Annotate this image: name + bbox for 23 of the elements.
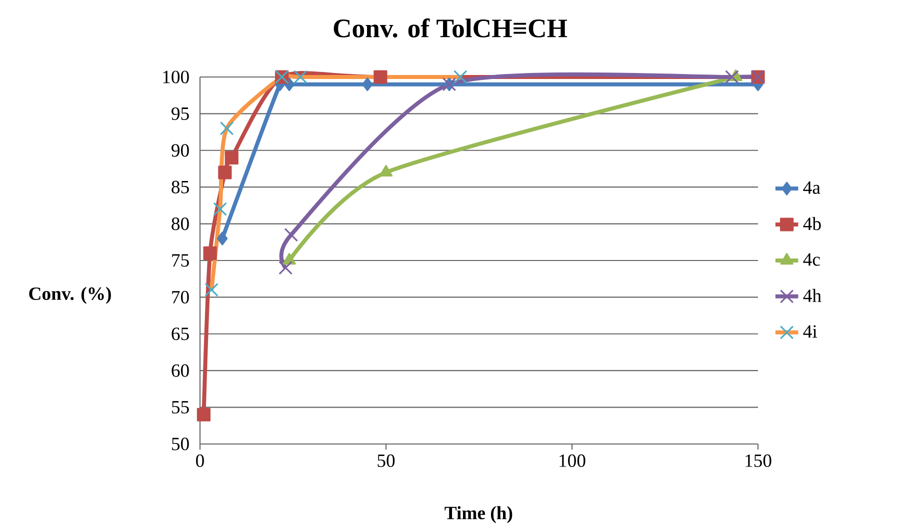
y-tick-label: 60: [172, 364, 189, 377]
y-tick-label: 50: [172, 438, 189, 450]
legend-label: 4a: [803, 181, 820, 194]
y-tick-label: 70: [172, 290, 189, 304]
x-tick-label: 100: [560, 454, 586, 467]
chart-title: Conv. of TolCH≡CH: [334, 18, 568, 38]
y-tick-label: 85: [172, 180, 189, 194]
y-tick-label: 100: [163, 70, 189, 84]
y-tick-label: 75: [172, 254, 189, 267]
legend-label: 4i: [803, 325, 818, 338]
x-tick-label: 50: [378, 454, 395, 467]
y-tick-label: 80: [172, 217, 189, 230]
legend-label: 4h: [803, 288, 822, 302]
y-tick-label: 55: [172, 401, 189, 414]
y-tick-label: 90: [172, 144, 189, 157]
legend-label: 4c: [803, 253, 820, 266]
y-axis-title: Conv. (%): [29, 286, 111, 304]
x-tick-label: 150: [746, 454, 772, 467]
x-axis-title: Time (h): [444, 506, 512, 524]
legend-label: 4b: [803, 217, 821, 230]
x-tick-label: 0: [196, 454, 204, 467]
y-tick-label: 95: [172, 107, 189, 120]
y-tick-label: 65: [172, 328, 189, 340]
